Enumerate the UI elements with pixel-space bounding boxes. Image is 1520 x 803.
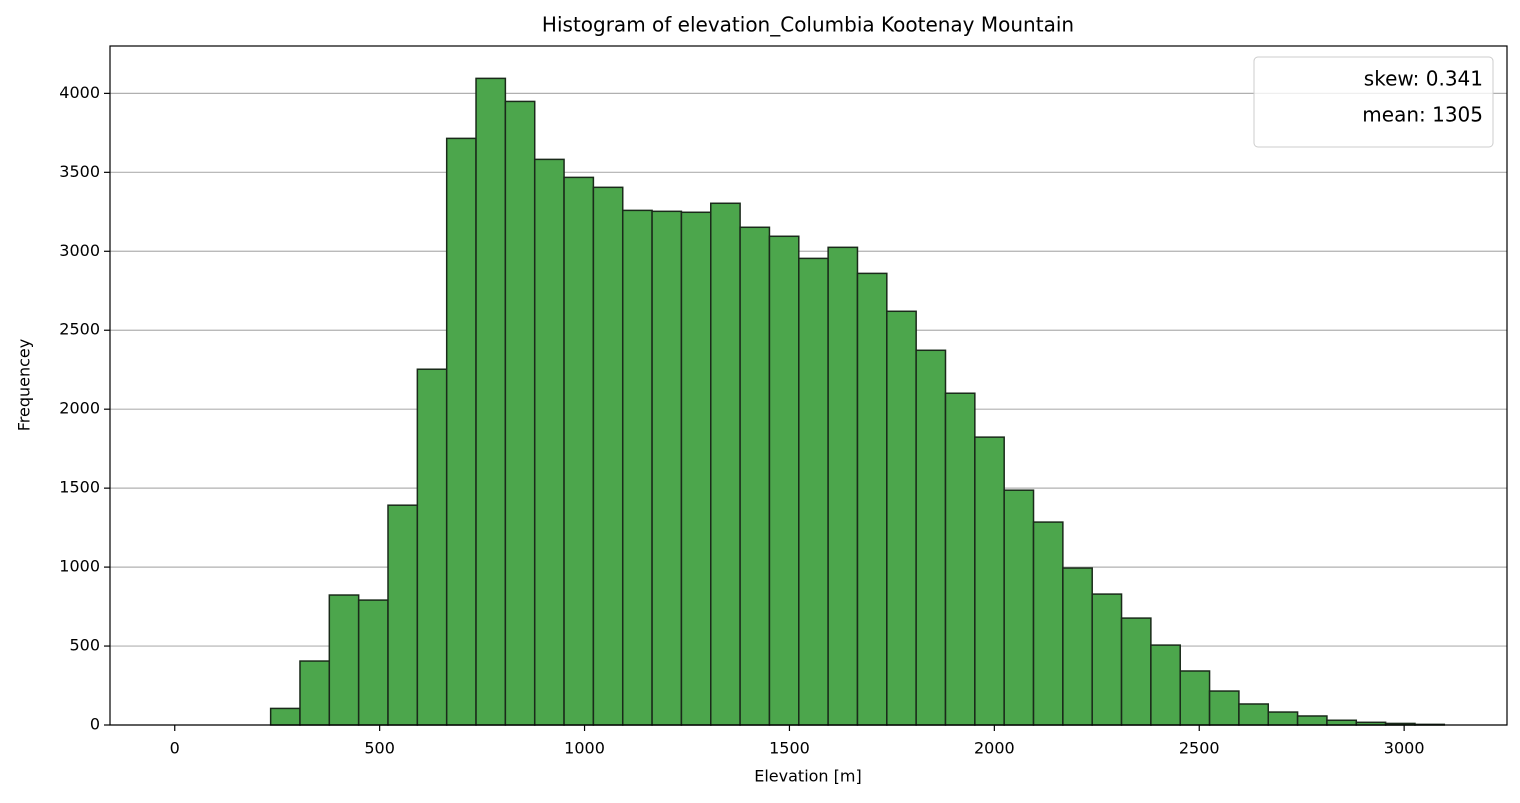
bar — [357, 599, 389, 726]
bar — [1003, 489, 1035, 726]
bar — [621, 209, 653, 726]
y-tick-label: 1500 — [59, 478, 100, 497]
bar — [944, 392, 976, 726]
bar — [416, 368, 448, 726]
y-tick-label: 3000 — [59, 241, 100, 260]
bar — [1296, 715, 1328, 726]
x-tick-label: 2500 — [1179, 739, 1220, 758]
bar — [328, 594, 360, 726]
bar — [299, 660, 331, 726]
x-tick-label: 1000 — [564, 739, 605, 758]
bar — [475, 77, 507, 726]
x-tick-label: 500 — [364, 739, 395, 758]
bar — [445, 137, 477, 726]
bar — [710, 202, 741, 726]
bar — [798, 257, 829, 726]
x-tick-label: 3000 — [1384, 739, 1425, 758]
bar — [1150, 644, 1181, 726]
y-tick-label: 2500 — [59, 320, 100, 339]
bar — [1120, 617, 1152, 726]
bar — [563, 176, 595, 726]
bar — [504, 100, 536, 726]
plot-frame — [109, 45, 1508, 726]
bar — [1326, 719, 1358, 726]
bar — [915, 349, 947, 726]
bar — [739, 226, 771, 726]
bar — [1208, 690, 1240, 726]
bar — [592, 186, 624, 726]
legend-entry: skew: 0.341 — [1364, 67, 1483, 91]
x-tick-label: 2000 — [974, 739, 1015, 758]
chart-title: Histogram of elevation_Columbia Kootenay… — [542, 13, 1074, 37]
bar — [1032, 521, 1064, 726]
bar — [1238, 703, 1270, 726]
x-axis-label: Elevation [m] — [754, 767, 861, 786]
x-tick-label: 1500 — [769, 739, 810, 758]
bar — [974, 436, 1005, 726]
y-tick-label: 1000 — [59, 557, 100, 576]
bar — [680, 211, 712, 726]
legend-entry: mean: 1305 — [1362, 103, 1483, 127]
bar — [886, 310, 917, 726]
bar — [387, 504, 419, 726]
bar — [1179, 670, 1211, 726]
legend-box — [1253, 56, 1494, 148]
y-tick-label: 2000 — [59, 399, 100, 418]
bar — [651, 210, 683, 726]
bar — [269, 707, 301, 726]
y-tick-label: 0 — [90, 715, 100, 734]
bar — [827, 246, 859, 726]
y-axis-label: Frequencey — [15, 339, 34, 432]
bar — [1091, 593, 1123, 726]
y-tick-label: 500 — [69, 636, 100, 655]
y-tick-label: 4000 — [59, 83, 100, 102]
x-tick-label: 0 — [170, 739, 180, 758]
bar — [1062, 567, 1093, 726]
y-tick-label: 3500 — [59, 162, 100, 181]
bar — [768, 235, 800, 726]
bar — [533, 158, 565, 726]
bar — [856, 272, 888, 726]
bar — [1267, 711, 1299, 726]
